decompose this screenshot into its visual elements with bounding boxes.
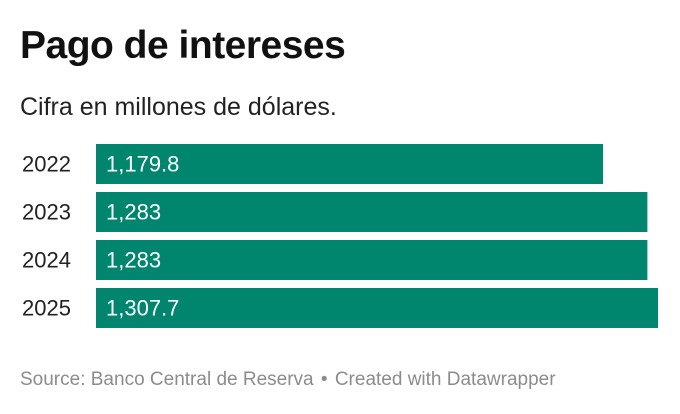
bar-2023 — [96, 192, 648, 232]
value-label: 1,307.7 — [106, 296, 179, 321]
bar-2024 — [96, 240, 648, 280]
credit-note: Created with Datawrapper — [334, 369, 556, 390]
category-label: 2025 — [22, 296, 71, 321]
source-note: Source: Banco Central de Reserva — [20, 369, 314, 390]
chart-subtitle: Cifra en millones de dólares. — [20, 93, 337, 121]
footer-separator: • — [320, 369, 328, 390]
category-label: 2024 — [22, 248, 71, 273]
chart-footer: Source: Banco Central de Reserva • Creat… — [20, 367, 556, 393]
value-label: 1,283 — [106, 248, 161, 273]
bar-2025 — [96, 288, 658, 328]
value-label: 1,179.8 — [106, 152, 179, 177]
chart-title: Pago de intereses — [20, 24, 346, 67]
bar-chart: 2022 1,179.8 2023 1,283 2024 1,283 2025 1,307.7 — [22, 144, 658, 328]
value-label: 1,283 — [106, 200, 161, 225]
category-label: 2022 — [22, 152, 71, 177]
bar-2022 — [96, 144, 604, 184]
category-label: 2023 — [22, 200, 71, 225]
